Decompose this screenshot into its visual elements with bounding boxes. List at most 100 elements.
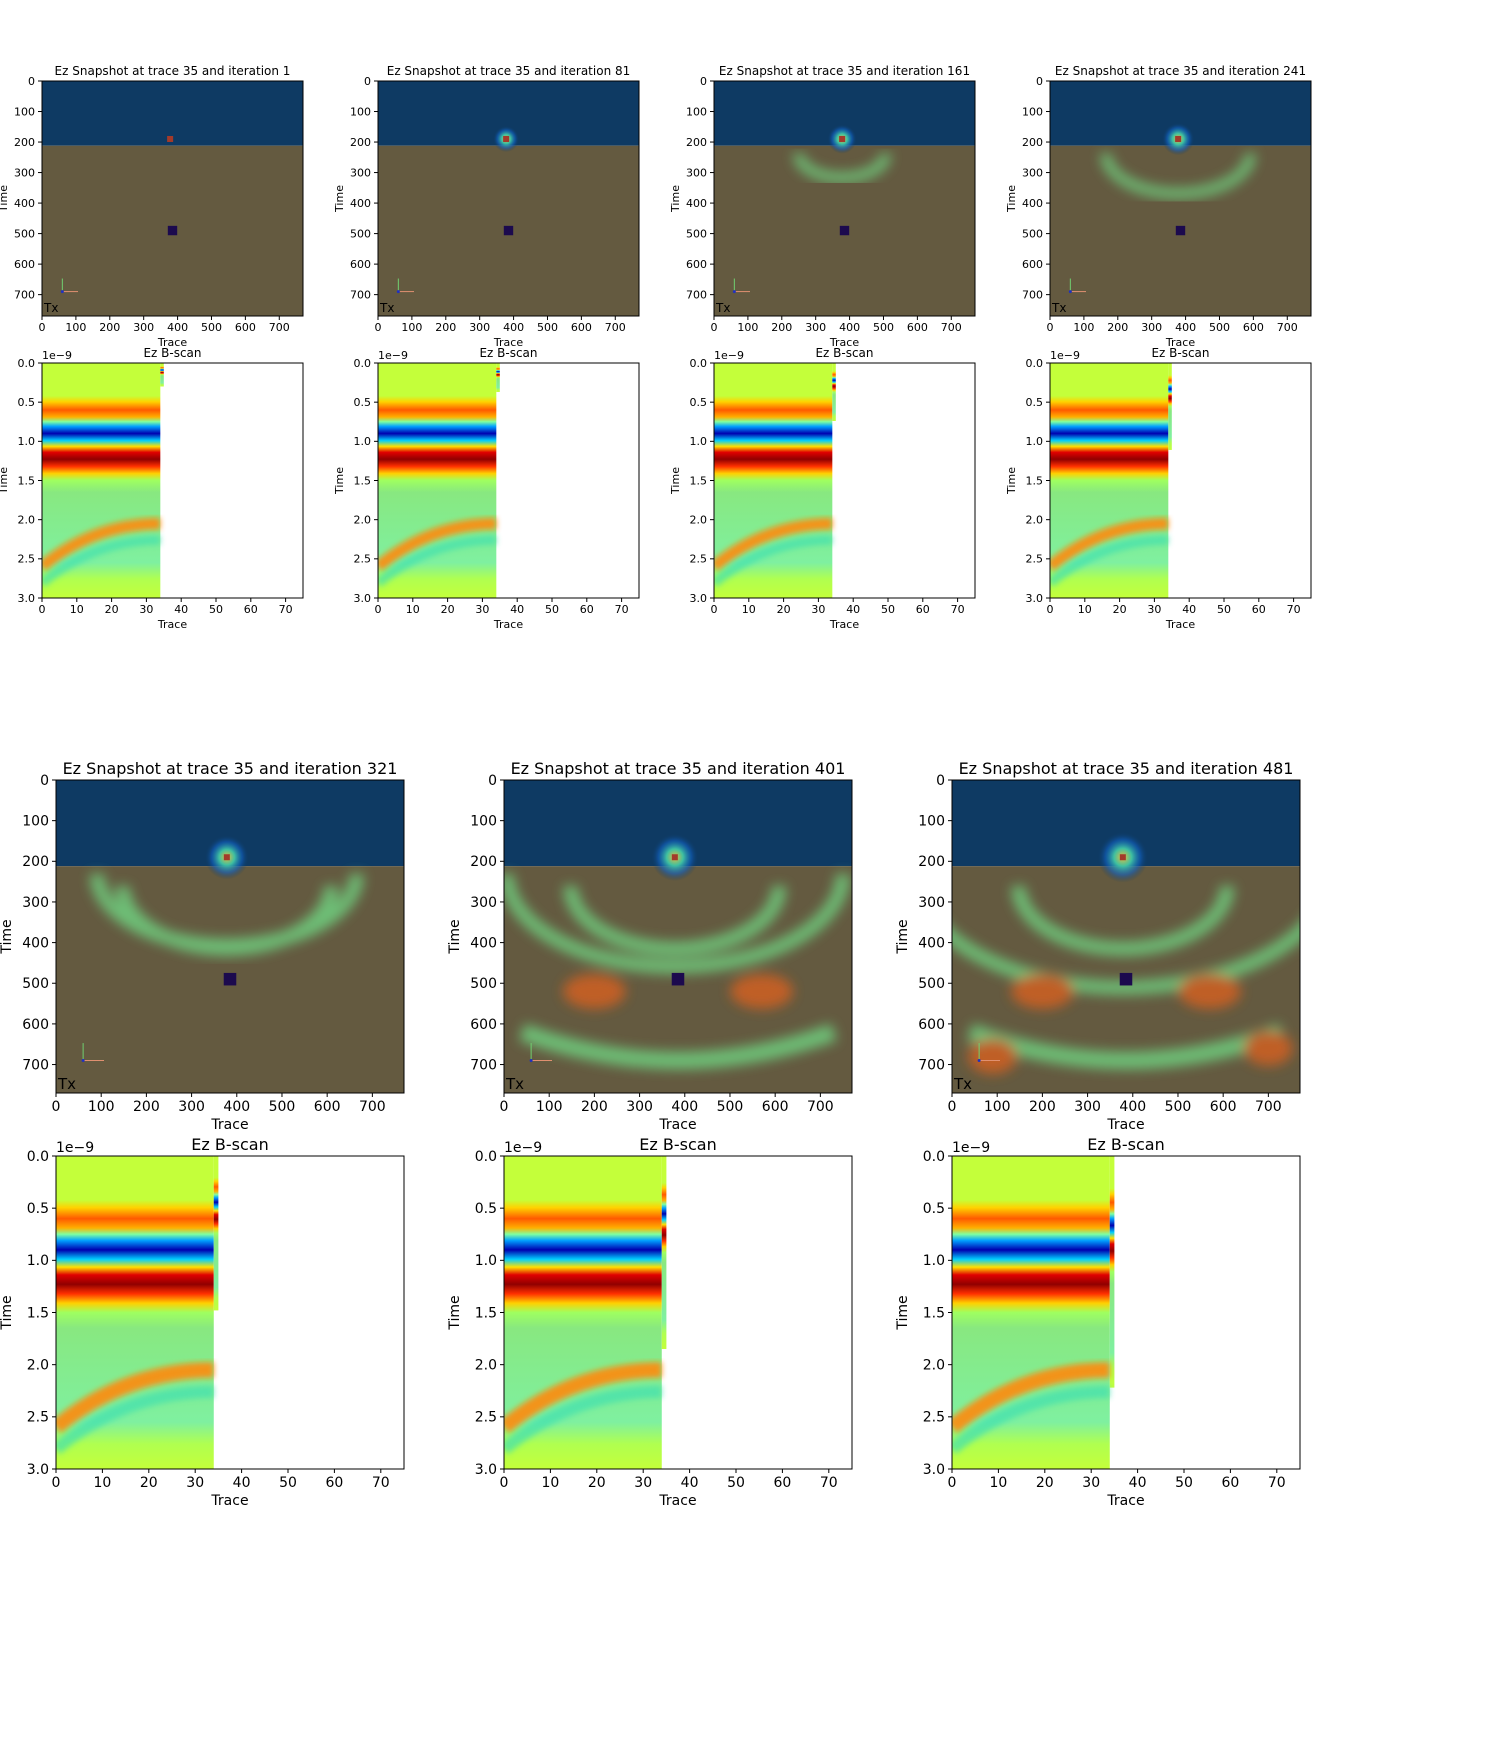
- x-tick-label: 20: [588, 1475, 606, 1491]
- hot-lobe-bl: [968, 1039, 1018, 1074]
- y-axis-label: Time: [0, 467, 10, 495]
- x-tick-label: 20: [441, 603, 455, 616]
- chart-title: Ez Snapshot at trace 35 and iteration 16…: [719, 64, 970, 78]
- y-tick-label: 600: [1022, 258, 1043, 271]
- y-tick-label: 200: [14, 136, 35, 149]
- ground-wave: [504, 874, 850, 974]
- x-tick-label: 40: [510, 603, 524, 616]
- y-tick-label: 700: [918, 1057, 945, 1073]
- y-tick-label: 0.0: [475, 1149, 497, 1165]
- chart-title: Ez B-scan: [1087, 1135, 1164, 1154]
- gizmo-origin: [977, 1058, 981, 1062]
- x-axis-label: Trace: [829, 618, 859, 631]
- bscan-current-trace: [661, 1156, 667, 1350]
- snapshot-panel: Tx 0 100 200 300 400 500 600 700 0 100 200 300 400 500…: [669, 64, 976, 349]
- source-marker: [839, 135, 846, 142]
- x-tick-label: 10: [70, 603, 84, 616]
- y-tick-label: 1.0: [923, 1253, 945, 1269]
- y-tick-label: 0: [1036, 75, 1043, 88]
- tx-label: Tx: [379, 301, 394, 315]
- x-tick-label: 50: [727, 1475, 745, 1491]
- y-tick-label: 300: [686, 166, 707, 179]
- y-tick-label: 400: [22, 935, 49, 951]
- y-tick-label: 0: [936, 773, 945, 789]
- x-tick-label: 10: [406, 603, 420, 616]
- x-axis-label: Trace: [157, 618, 187, 631]
- wavefronts: [952, 885, 1300, 1074]
- axes-frame: [41, 80, 304, 317]
- x-tick-label: 0: [711, 321, 718, 334]
- y-tick-label: 300: [918, 895, 945, 911]
- x-tick-label: 0: [52, 1099, 61, 1115]
- chart-title: Ez Snapshot at trace 35 and iteration 1: [55, 64, 291, 78]
- y-tick-label: 0.0: [690, 357, 708, 370]
- x-tick-label: 700: [1277, 321, 1298, 334]
- x-tick-label: 40: [233, 1475, 251, 1491]
- x-tick-label: 700: [941, 321, 962, 334]
- x-tick-label: 600: [762, 1099, 789, 1115]
- x-tick-label: 30: [139, 603, 153, 616]
- y-tick-label: 600: [14, 258, 35, 271]
- chart-title: Ez B-scan: [639, 1135, 716, 1154]
- x-axis-label: Trace: [1106, 1493, 1144, 1509]
- x-tick-label: 300: [178, 1099, 205, 1115]
- y-tick-label: 100: [14, 105, 35, 118]
- x-tick-label: 600: [1243, 321, 1264, 334]
- y-tick-label: 0.5: [690, 396, 708, 409]
- x-tick-label: 20: [777, 603, 791, 616]
- y-tick-label: 400: [350, 197, 371, 210]
- y-scale-label: 1e−9: [504, 1140, 542, 1156]
- reflection-hyperbola-tail: [378, 535, 497, 587]
- x-tick-label: 40: [681, 1475, 699, 1491]
- y-tick-label: 2.0: [1026, 514, 1044, 527]
- y-tick-label: 0.0: [1026, 357, 1044, 370]
- tx-label: Tx: [43, 301, 58, 315]
- y-tick-label: 100: [1022, 105, 1043, 118]
- y-tick-label: 500: [686, 227, 707, 240]
- y-tick-label: 2.5: [1026, 553, 1044, 566]
- gizmo-origin: [529, 1058, 533, 1062]
- chart-title: Ez Snapshot at trace 35 and iteration 24…: [1055, 64, 1306, 78]
- axes-frame: [55, 779, 405, 1094]
- x-tick-label: 700: [605, 321, 626, 334]
- gizmo-origin: [732, 290, 736, 294]
- x-axis-label: Trace: [829, 336, 859, 349]
- chart-title: Ez Snapshot at trace 35 and iteration 81: [387, 64, 631, 78]
- x-tick-label: 0: [375, 321, 382, 334]
- y-tick-label: 300: [470, 895, 497, 911]
- y-tick-label: 1.5: [354, 474, 372, 487]
- x-tick-label: 70: [951, 603, 965, 616]
- y-tick-label: 600: [470, 1017, 497, 1033]
- y-tick-label: 1.5: [475, 1305, 497, 1321]
- source-marker: [167, 135, 174, 142]
- x-tick-label: 600: [907, 321, 928, 334]
- y-tick-label: 100: [686, 105, 707, 118]
- x-tick-label: 0: [711, 603, 718, 616]
- snapshot-image: Tx: [42, 81, 303, 316]
- y-tick-label: 300: [22, 895, 49, 911]
- x-tick-label: 70: [372, 1475, 390, 1491]
- y-tick-label: 500: [350, 227, 371, 240]
- reflection-hyperbola: [42, 517, 161, 572]
- x-tick-label: 100: [984, 1099, 1011, 1115]
- y-axis-label: Time: [669, 467, 682, 495]
- bscan-image: [56, 1156, 219, 1469]
- y-axis-label: Time: [669, 185, 682, 213]
- y-axis-label: Time: [1005, 185, 1018, 213]
- snapshot-image: Tx: [378, 81, 639, 316]
- x-tick-label: 20: [1113, 603, 1127, 616]
- x-tick-label: 700: [807, 1099, 834, 1115]
- source-marker: [223, 854, 230, 861]
- gizmo-origin: [81, 1058, 85, 1062]
- y-tick-label: 3.0: [354, 592, 372, 605]
- tx-label: Tx: [57, 1075, 76, 1093]
- x-tick-label: 70: [820, 1475, 838, 1491]
- x-tick-label: 200: [1107, 321, 1128, 334]
- x-tick-label: 300: [805, 321, 826, 334]
- x-tick-label: 70: [1268, 1475, 1286, 1491]
- target-square: [1119, 972, 1133, 986]
- x-tick-label: 50: [279, 1475, 297, 1491]
- x-axis-label: Trace: [157, 336, 187, 349]
- bscan-traces: [714, 363, 833, 598]
